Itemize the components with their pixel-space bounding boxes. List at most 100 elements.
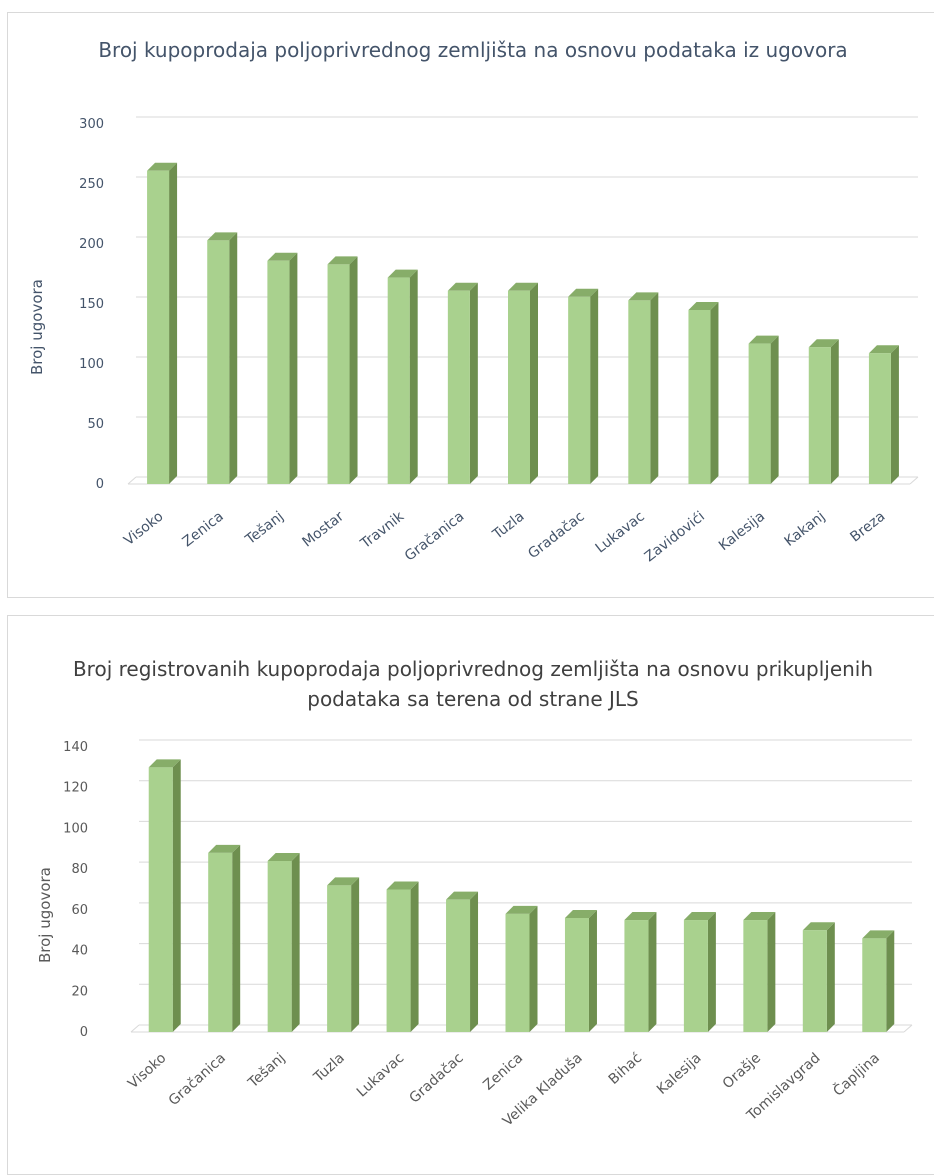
bar-front xyxy=(748,343,771,484)
bar-Gračanica xyxy=(447,282,478,484)
floor-edge xyxy=(127,476,137,485)
bar-side xyxy=(826,922,835,1032)
bar-Visoko xyxy=(147,162,178,485)
bar-front xyxy=(743,920,768,1032)
bar-Visoko xyxy=(148,759,181,1032)
bar-side xyxy=(410,881,419,1032)
bar-side xyxy=(650,292,659,484)
bar-side xyxy=(770,335,779,484)
bar-top xyxy=(568,288,599,297)
y-tick-label: 50 xyxy=(87,417,104,432)
bar-Breza xyxy=(868,345,899,484)
bar-side xyxy=(470,891,479,1032)
bar-front xyxy=(508,290,530,484)
bar-side xyxy=(707,912,716,1032)
bar-side xyxy=(289,252,298,484)
bar-front xyxy=(267,260,290,484)
bar-front xyxy=(386,889,411,1032)
chart-2: Broj registrovanih kupoprodaja poljopriv… xyxy=(7,615,934,1175)
x-tick-label: Gračanica xyxy=(402,509,467,565)
bar-side xyxy=(349,256,358,484)
bar-side xyxy=(229,232,238,484)
bar-side xyxy=(172,759,181,1032)
chart-2-title: Broj registrovanih kupoprodaja poljopriv… xyxy=(72,657,874,711)
bar-side xyxy=(648,912,657,1032)
x-tick-label: Mostar xyxy=(300,508,348,550)
bar-top xyxy=(688,302,719,310)
bar-top xyxy=(207,232,238,241)
chart-1-plot: 0 50 100 150 200 250 300 Visoko Zenica Tešanj Most… xyxy=(79,116,919,565)
bar-top xyxy=(447,282,478,291)
bar-top xyxy=(387,269,418,278)
bar-Orašje xyxy=(743,912,776,1032)
bar-side xyxy=(469,282,478,484)
bar-front xyxy=(387,277,410,484)
bar-front xyxy=(327,264,350,484)
bar-Tuzla xyxy=(508,282,538,484)
bar-top xyxy=(267,252,298,261)
x-tick-label: Bihać xyxy=(606,1050,645,1088)
x-tick-label: Lukavac xyxy=(354,1050,407,1100)
floor-edge xyxy=(903,1024,913,1033)
bar-Gradačac xyxy=(446,891,479,1032)
bar-Kakanj xyxy=(808,339,839,484)
x-tick-label: Tešanj xyxy=(245,1050,289,1092)
bar-Tešanj xyxy=(267,252,298,484)
y-tick-label: 0 xyxy=(80,1025,88,1040)
bar-Gračanica xyxy=(208,844,241,1032)
bar-top xyxy=(327,877,360,886)
bar-Travnik xyxy=(387,269,418,484)
bar-top xyxy=(446,891,479,900)
chart-1-title: Broj kupoprodaja poljoprivrednog zemljiš… xyxy=(98,38,848,62)
bar-Zavidovići xyxy=(688,302,719,484)
x-tick-label: Kalesija xyxy=(654,1050,705,1098)
bar-side xyxy=(890,345,899,484)
bar-top xyxy=(267,853,300,861)
bar-front xyxy=(624,920,649,1032)
y-tick-label: 60 xyxy=(71,903,88,918)
x-tick-label: Orašje xyxy=(720,1050,764,1092)
x-tick-label: Kakanj xyxy=(782,509,829,550)
bar-side xyxy=(291,853,300,1032)
bar-Tešanj xyxy=(267,853,300,1032)
bar-front xyxy=(862,938,887,1032)
y-tick-label: 20 xyxy=(71,984,88,999)
bar-front xyxy=(808,347,831,484)
bar-front xyxy=(628,300,651,484)
bar-Kalesija xyxy=(683,912,716,1032)
x-tick-label: Gračanica xyxy=(166,1050,229,1109)
bar-Tomislavgrad xyxy=(802,922,835,1032)
bar-side xyxy=(529,905,538,1032)
bar-Lukavac xyxy=(628,292,659,484)
bar-front xyxy=(267,861,292,1032)
bar-Velika Kladuša xyxy=(564,910,597,1032)
floor-edge xyxy=(909,476,919,485)
bar-front xyxy=(688,310,711,484)
bar-front xyxy=(568,296,591,484)
y-tick-label: 100 xyxy=(63,821,88,836)
bar-top xyxy=(862,930,895,939)
x-tick-label: Tuzla xyxy=(489,509,527,544)
bar-top xyxy=(808,339,839,348)
bar-side xyxy=(169,162,178,485)
bar-top xyxy=(748,335,779,344)
x-tick-label: Visoko xyxy=(121,509,166,549)
bar-top xyxy=(628,292,659,301)
x-tick-label: Kalesija xyxy=(716,509,768,555)
bar-side xyxy=(710,302,719,484)
bar-top xyxy=(743,912,776,921)
bar-side xyxy=(232,844,241,1032)
x-tick-label: Tuzla xyxy=(310,1050,348,1086)
x-tick-label: Breza xyxy=(847,509,888,546)
bar-top xyxy=(624,912,657,921)
bar-top xyxy=(148,759,181,768)
x-tick-label: Tešanj xyxy=(242,509,287,549)
bar-Zenica xyxy=(207,232,238,484)
bar-Zenica xyxy=(505,905,538,1032)
bar-top xyxy=(327,256,358,265)
y-tick-label: 80 xyxy=(71,862,88,877)
bar-front xyxy=(148,767,173,1032)
x-tick-label: Zenica xyxy=(480,1050,526,1094)
bar-Mostar xyxy=(327,256,358,484)
